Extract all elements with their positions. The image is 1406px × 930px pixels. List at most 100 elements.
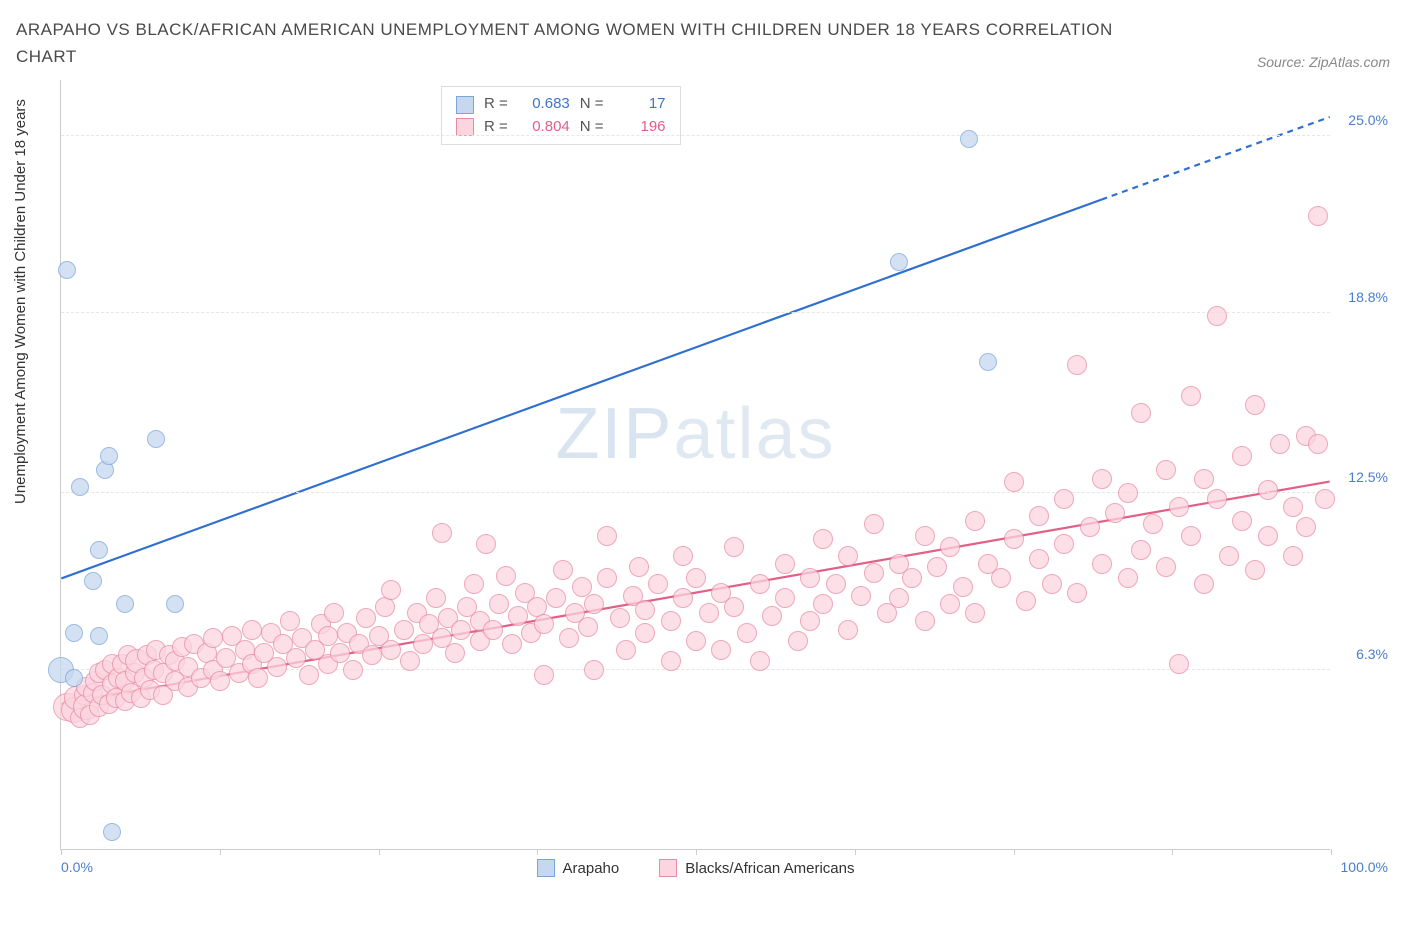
data-point-black: [1194, 469, 1214, 489]
data-point-arapaho: [84, 572, 102, 590]
swatch-arapaho: [456, 96, 474, 114]
y-tick-label: 18.8%: [1348, 289, 1388, 305]
data-point-black: [445, 643, 465, 663]
data-point-black: [635, 623, 655, 643]
stats-row-arapaho: R = 0.683 N = 17: [456, 93, 666, 116]
scatter-plot: ZIPatlas R = 0.683 N = 17 R = 0.804 N = …: [60, 80, 1330, 850]
data-point-black: [1232, 511, 1252, 531]
data-point-arapaho: [116, 595, 134, 613]
data-point-black: [1118, 568, 1138, 588]
swatch-black-icon: [659, 859, 677, 877]
data-point-black: [324, 603, 344, 623]
data-point-black: [375, 597, 395, 617]
data-point-black: [1315, 489, 1335, 509]
data-point-black: [1118, 483, 1138, 503]
data-point-black: [203, 628, 223, 648]
data-point-black: [800, 568, 820, 588]
data-point-black: [610, 608, 630, 628]
data-point-black: [1169, 497, 1189, 517]
data-point-black: [686, 568, 706, 588]
data-point-arapaho: [147, 430, 165, 448]
data-point-black: [534, 665, 554, 685]
chart-title: ARAPAHO VS BLACK/AFRICAN AMERICAN UNEMPL…: [16, 16, 1116, 70]
gridline: [61, 135, 1330, 136]
data-point-black: [927, 557, 947, 577]
data-point-black: [1308, 206, 1328, 226]
data-point-black: [673, 588, 693, 608]
data-point-black: [451, 620, 471, 640]
data-point-black: [673, 546, 693, 566]
data-point-black: [902, 568, 922, 588]
data-point-black: [1131, 540, 1151, 560]
trend-lines: [61, 80, 1330, 849]
data-point-black: [1029, 506, 1049, 526]
data-point-black: [775, 554, 795, 574]
data-point-black: [534, 614, 554, 634]
data-point-black: [1245, 395, 1265, 415]
data-point-black: [584, 594, 604, 614]
data-point-black: [318, 626, 338, 646]
data-point-black: [559, 628, 579, 648]
data-point-black: [489, 594, 509, 614]
legend-item-arapaho: Arapaho: [537, 859, 620, 877]
data-point-black: [280, 611, 300, 631]
data-point-black: [800, 611, 820, 631]
data-point-black: [661, 611, 681, 631]
legend-item-black: Blacks/African Americans: [659, 859, 854, 877]
data-point-black: [635, 600, 655, 620]
r-value-arapaho: 0.683: [518, 93, 570, 116]
data-point-arapaho: [90, 627, 108, 645]
data-point-black: [1258, 526, 1278, 546]
stats-legend-box: R = 0.683 N = 17 R = 0.804 N = 196: [441, 86, 681, 145]
data-point-black: [1258, 480, 1278, 500]
x-tick: [1331, 849, 1332, 855]
series-legend: Arapaho Blacks/African Americans: [537, 859, 855, 877]
data-point-black: [711, 640, 731, 660]
data-point-black: [826, 574, 846, 594]
data-point-black: [1067, 355, 1087, 375]
data-point-arapaho: [58, 261, 76, 279]
swatch-black: [456, 118, 474, 136]
x-tick: [61, 849, 62, 855]
data-point-black: [1232, 446, 1252, 466]
data-point-black: [838, 620, 858, 640]
gridline: [61, 492, 1330, 493]
data-point-black: [464, 574, 484, 594]
data-point-black: [864, 514, 884, 534]
data-point-black: [788, 631, 808, 651]
data-point-black: [686, 631, 706, 651]
data-point-black: [343, 660, 363, 680]
data-point-black: [1105, 503, 1125, 523]
data-point-black: [991, 568, 1011, 588]
x-axis-max-label: 100.0%: [1341, 859, 1388, 875]
data-point-black: [838, 546, 858, 566]
data-point-black: [248, 668, 268, 688]
data-point-arapaho: [90, 541, 108, 559]
data-point-black: [1181, 526, 1201, 546]
data-point-black: [1283, 497, 1303, 517]
gridline: [61, 312, 1330, 313]
data-point-black: [413, 634, 433, 654]
data-point-arapaho: [65, 669, 83, 687]
data-point-black: [1219, 546, 1239, 566]
n-value-arapaho: 17: [614, 93, 666, 116]
data-point-black: [851, 586, 871, 606]
data-point-black: [578, 617, 598, 637]
data-point-black: [1143, 514, 1163, 534]
data-point-black: [1004, 472, 1024, 492]
data-point-black: [1016, 591, 1036, 611]
data-point-black: [476, 534, 496, 554]
data-point-black: [1029, 549, 1049, 569]
data-point-black: [1131, 403, 1151, 423]
data-point-arapaho: [65, 624, 83, 642]
data-point-black: [724, 597, 744, 617]
x-tick: [855, 849, 856, 855]
data-point-black: [889, 588, 909, 608]
data-point-arapaho: [960, 130, 978, 148]
data-point-arapaho: [100, 447, 118, 465]
data-point-black: [584, 660, 604, 680]
data-point-black: [864, 563, 884, 583]
data-point-black: [553, 560, 573, 580]
data-point-black: [699, 603, 719, 623]
data-point-arapaho: [166, 595, 184, 613]
